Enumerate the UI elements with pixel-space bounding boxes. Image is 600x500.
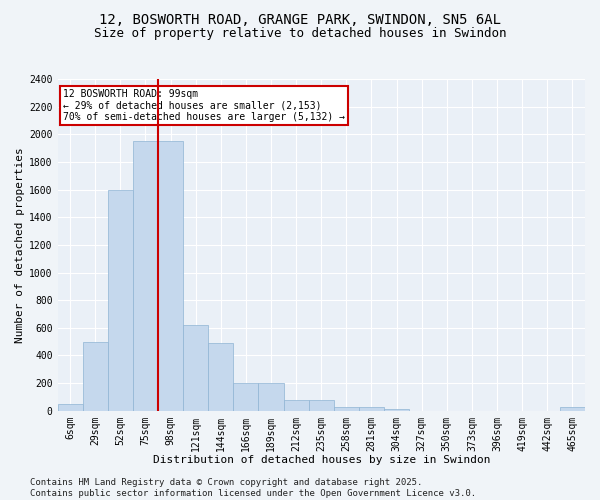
- Bar: [133, 141, 158, 410]
- Text: 12 BOSWORTH ROAD: 99sqm
← 29% of detached houses are smaller (2,153)
70% of semi: 12 BOSWORTH ROAD: 99sqm ← 29% of detache…: [63, 89, 345, 122]
- Bar: [560, 406, 585, 410]
- Bar: [309, 400, 334, 410]
- Bar: [334, 406, 359, 410]
- Bar: [284, 400, 309, 410]
- X-axis label: Distribution of detached houses by size in Swindon: Distribution of detached houses by size …: [152, 455, 490, 465]
- Bar: [58, 404, 83, 410]
- Bar: [259, 383, 284, 410]
- Bar: [83, 342, 108, 410]
- Bar: [108, 190, 133, 410]
- Bar: [359, 406, 384, 410]
- Text: Size of property relative to detached houses in Swindon: Size of property relative to detached ho…: [94, 28, 506, 40]
- Text: 12, BOSWORTH ROAD, GRANGE PARK, SWINDON, SN5 6AL: 12, BOSWORTH ROAD, GRANGE PARK, SWINDON,…: [99, 12, 501, 26]
- Y-axis label: Number of detached properties: Number of detached properties: [15, 147, 25, 342]
- Bar: [233, 383, 259, 410]
- Bar: [208, 343, 233, 410]
- Bar: [158, 141, 183, 410]
- Text: Contains HM Land Registry data © Crown copyright and database right 2025.
Contai: Contains HM Land Registry data © Crown c…: [30, 478, 476, 498]
- Bar: [183, 325, 208, 410]
